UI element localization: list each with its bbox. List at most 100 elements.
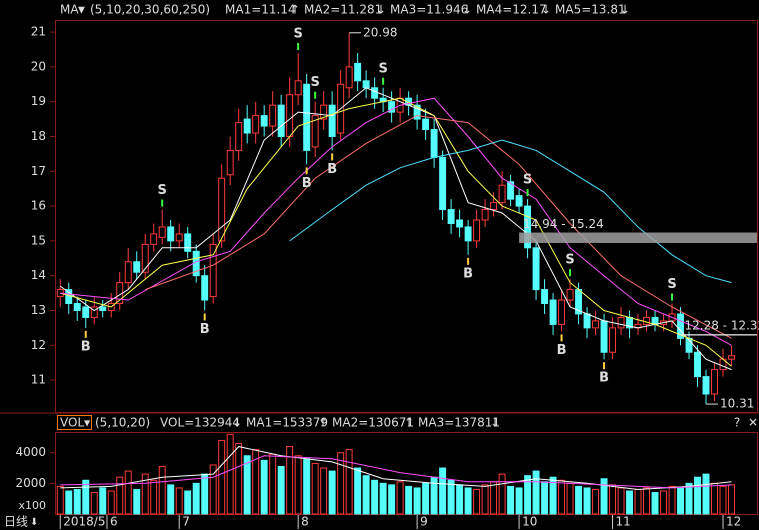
candle-body [439, 156, 447, 211]
volume-bar [218, 439, 226, 515]
volume-bar [107, 490, 115, 515]
candle-body [515, 195, 523, 207]
candle-body [464, 226, 472, 242]
volume-bar [56, 485, 64, 515]
candle-body [371, 87, 379, 99]
y-tick-label: 17 [31, 164, 46, 178]
candle-body [609, 327, 617, 353]
signal-label: B [81, 339, 91, 354]
volume-bar [337, 452, 345, 515]
header-arrow: ↓ [541, 3, 551, 17]
signal-label: S [667, 277, 676, 292]
volume-bar [226, 433, 234, 515]
volume-bar [490, 481, 498, 515]
volume-bar [167, 484, 175, 515]
dropdown-arrow[interactable]: ▼ [84, 419, 91, 428]
signal-label: B [463, 266, 473, 281]
volume-bar [643, 487, 651, 515]
volume-bar [634, 488, 642, 515]
candle-body [711, 369, 718, 395]
signal-label: B [599, 371, 609, 386]
header-item: MA2=11.281 [304, 3, 382, 17]
header-item: MA4=12.17 [476, 3, 547, 17]
candle-body [549, 299, 557, 325]
vol-header: VOL ▼ (5,10,20) ? ✕ [57, 415, 758, 430]
volume-bar [235, 442, 243, 515]
moving-average [60, 446, 732, 491]
volume-bar [269, 453, 277, 515]
candle-body [592, 320, 600, 329]
volume-bar [192, 482, 200, 515]
candle-body [541, 289, 549, 305]
volume-bar [354, 467, 362, 515]
indicator-name[interactable]: MA [60, 3, 79, 17]
candle-body [362, 80, 370, 89]
price-band [519, 232, 757, 243]
candle-body [175, 233, 183, 242]
volume-bar [464, 487, 472, 515]
y-tick-label: 4000 [15, 445, 46, 459]
header-item: MA5=13.81 [555, 3, 626, 17]
candle-body [694, 351, 701, 378]
signal-label: S [293, 26, 302, 41]
volume-bar [566, 482, 574, 515]
vol-indicator[interactable]: VOL [60, 416, 84, 430]
y-tick-label: 14 [31, 268, 46, 282]
y-tick-label: 16 [31, 199, 46, 213]
signal-label: S [378, 61, 387, 76]
volume-bar [549, 476, 557, 515]
band-label: 12.28 - 12.32 [685, 319, 759, 333]
candle-body [473, 219, 481, 242]
header-arrow: ↓ [232, 416, 242, 430]
candle-body [294, 80, 302, 96]
candle-body [498, 184, 506, 204]
moving-average [60, 97, 732, 367]
candle-body [600, 320, 608, 353]
period-arrow[interactable]: ⬇ [30, 517, 38, 528]
x-tick-label: 7 [182, 515, 190, 529]
volume-bar [626, 490, 634, 515]
volume-bar [719, 485, 727, 515]
volume-bar [558, 479, 566, 515]
dropdown-arrow[interactable]: ▼ [78, 6, 85, 16]
volume-bar [371, 479, 379, 515]
volume-bar [201, 473, 209, 515]
period-selector[interactable]: 日线 [4, 515, 28, 529]
moving-average [59, 87, 732, 371]
volume-bar [141, 473, 149, 515]
help-button[interactable]: ? [734, 416, 740, 430]
x-tick-label: 8 [301, 515, 309, 529]
volume-bar [133, 488, 141, 515]
candle-body [524, 205, 532, 249]
price-band [680, 334, 757, 336]
vol-button[interactable] [57, 415, 92, 430]
candle-body [269, 104, 277, 127]
candle-body [490, 202, 498, 211]
volume-bar [243, 455, 251, 515]
y-tick-label: 11 [31, 373, 46, 387]
volume-bar [575, 485, 583, 515]
candle-body [124, 261, 132, 284]
volume-bar [65, 490, 73, 515]
candle-body [167, 226, 175, 242]
header-item: MA1=153379 [246, 416, 328, 430]
candle-body [354, 62, 362, 82]
volume-bar [277, 465, 285, 515]
signal-label: S [158, 183, 167, 198]
candle-body [184, 233, 192, 252]
header-arrow: ↓ [620, 3, 630, 17]
candle-body [235, 122, 243, 151]
volume-bar [685, 482, 693, 515]
candle-body [345, 66, 353, 89]
candle-body [728, 355, 735, 360]
candle-body [99, 306, 107, 311]
volume-bar [311, 462, 319, 515]
y-tick-label: 15 [31, 233, 46, 247]
volume-bar [651, 492, 659, 515]
close-button[interactable]: ✕ [748, 416, 758, 430]
volume-bar [507, 485, 515, 515]
volume-bar [609, 484, 617, 515]
volume-bar [617, 487, 625, 515]
volume-bar [677, 487, 684, 515]
candle-body [141, 243, 149, 273]
